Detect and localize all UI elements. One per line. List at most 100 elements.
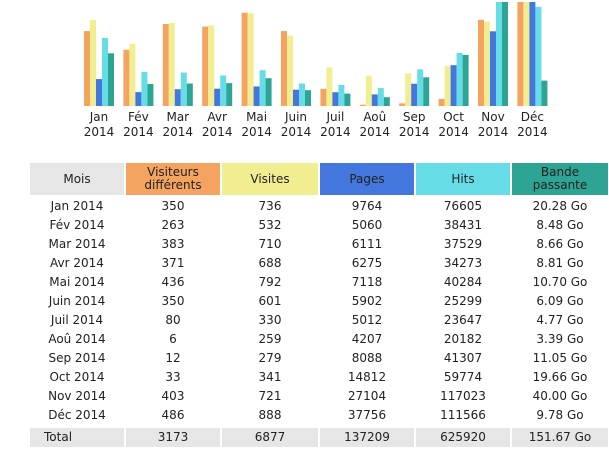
bar-visites-6	[326, 67, 333, 106]
table-cell: 601	[258, 294, 282, 308]
col-header-hits: Hits	[416, 163, 510, 195]
table-cell: 736	[258, 199, 282, 213]
table-cell: 111566	[440, 408, 486, 422]
table-cell: 10.70 Go	[532, 275, 588, 289]
bar-bande-passante-7	[383, 97, 390, 106]
table-cell: Déc 2014	[48, 408, 106, 422]
table-cell: 12	[165, 351, 181, 365]
bar-visiteurs-differents-3	[202, 26, 209, 107]
bar-pages-10	[490, 31, 496, 106]
x-tick-label-7-0: Aoû	[363, 110, 386, 124]
total-label: Total	[30, 425, 124, 447]
table-cell: 3.39 Go	[536, 332, 584, 346]
x-tick-label-1-1: 2014	[123, 125, 154, 139]
bar-hits-2	[180, 72, 187, 106]
bar-visites-8	[405, 73, 412, 106]
table-cell: 5902	[351, 294, 383, 308]
bar-bande-passante-4	[265, 78, 272, 106]
table-cell: Sep 2014	[48, 351, 106, 365]
bar-bande-passante-10	[502, 2, 508, 106]
bar-visiteurs-differents-4	[241, 12, 248, 107]
table-cell: 14812	[347, 370, 387, 384]
x-tick-label-7-1: 2014	[360, 125, 391, 139]
x-tick-label-9-1: 2014	[438, 125, 469, 139]
col-header-visites: Visites	[222, 163, 318, 195]
bar-visites-4	[247, 13, 254, 107]
table-cell: 27104	[347, 389, 387, 403]
bar-pages-0	[96, 79, 102, 106]
table-total-row: Total 3173 6877 137209 625920 151.67 Go	[30, 425, 608, 447]
table-cell: 20.28 Go	[532, 199, 588, 213]
bar-bande-passante-0	[108, 53, 114, 106]
bar-pages-11	[529, 2, 536, 106]
chart-bars	[84, 2, 548, 107]
bar-pages-2	[174, 89, 181, 106]
bar-pages-3	[214, 88, 221, 106]
table-cell: 350	[161, 199, 185, 213]
table-cell: 259	[258, 332, 282, 346]
x-tick-label-0-1: 2014	[84, 125, 115, 139]
bar-visites-3	[208, 25, 215, 106]
x-tick-label-6-0: Juil	[325, 110, 344, 124]
bar-hits-8	[417, 69, 424, 106]
table-cell: Juin 2014	[48, 294, 106, 308]
x-tick-label-10-1: 2014	[478, 125, 509, 139]
total-cell: 151.67 Go	[512, 425, 608, 447]
bar-pages-4	[253, 86, 260, 106]
table-header-row: Mois Visiteurs différents Visites Pages Hits B…	[30, 163, 608, 195]
table-cell: 330	[258, 313, 282, 327]
table-row: Mar 2014 383 710 6111 37529 8.66 Go	[30, 235, 608, 254]
table-cell: 6275	[351, 256, 383, 270]
table-cell: 11.05 Go	[532, 351, 588, 365]
table-cell: 5060	[351, 218, 383, 232]
table-cell: 37756	[347, 408, 387, 422]
table-cell: Avr 2014	[50, 256, 104, 270]
chart-x-labels: Jan2014Fév2014Mar2014Avr2014Mai2014Juin2…	[84, 110, 548, 139]
bar-bande-passante-6	[344, 93, 351, 106]
bar-visiteurs-differents-1	[123, 49, 130, 106]
bar-hits-9	[456, 52, 463, 106]
table-row: Avr 2014 371 688 6275 34273 8.81 Go	[30, 254, 608, 273]
table-cell: Fév 2014	[49, 218, 105, 232]
bar-hits-3	[220, 75, 227, 106]
x-tick-label-0-0: Jan	[89, 110, 109, 124]
table-cell: 263	[161, 218, 185, 232]
monthly-history-chart: Jan2014Fév2014Mar2014Avr2014Mai2014Juin2…	[84, 2, 548, 139]
table-cell: 25299	[443, 294, 483, 308]
bar-visites-9	[444, 66, 451, 106]
table-cell: 4207	[351, 332, 383, 346]
bar-visites-7	[365, 75, 372, 106]
table-cell: 8.81 Go	[536, 256, 584, 270]
table-cell: Nov 2014	[48, 389, 106, 403]
x-tick-label-5-1: 2014	[281, 125, 312, 139]
table-cell: 9764	[351, 199, 383, 213]
bar-pages-6	[332, 92, 339, 106]
x-tick-label-3-1: 2014	[202, 125, 233, 139]
x-tick-label-3-0: Avr	[207, 110, 227, 124]
bar-bande-passante-8	[423, 77, 430, 106]
table-cell: 371	[161, 256, 185, 270]
bar-bande-passante-5	[305, 90, 311, 106]
bar-hits-5	[299, 83, 305, 106]
bar-pages-8	[411, 83, 418, 106]
x-tick-label-6-1: 2014	[320, 125, 351, 139]
table-cell: Mai 2014	[49, 275, 105, 289]
table-cell: 40284	[443, 275, 483, 289]
bar-pages-7	[371, 94, 378, 106]
table-cell: Aoû 2014	[48, 332, 106, 346]
table-cell: 59774	[443, 370, 483, 384]
table-row: Aoû 2014 6 259 4207 20182 3.39 Go	[30, 330, 608, 349]
table-row: Sep 2014 12 279 8088 41307 11.05 Go	[30, 349, 608, 368]
table-cell: 34273	[443, 256, 483, 270]
bar-visiteurs-differents-6	[320, 88, 327, 106]
x-tick-label-2-0: Mar	[166, 110, 189, 124]
table-cell: 279	[258, 351, 282, 365]
total-cell: 625920	[416, 425, 510, 447]
x-tick-label-11-0: Déc	[521, 110, 544, 124]
table-cell: 888	[258, 408, 282, 422]
bar-hits-0	[102, 37, 108, 106]
col-header-pages: Pages	[320, 163, 414, 195]
table-cell: Juil 2014	[50, 313, 104, 327]
table-cell: Oct 2014	[49, 370, 105, 384]
bar-bande-passante-11	[541, 80, 548, 106]
